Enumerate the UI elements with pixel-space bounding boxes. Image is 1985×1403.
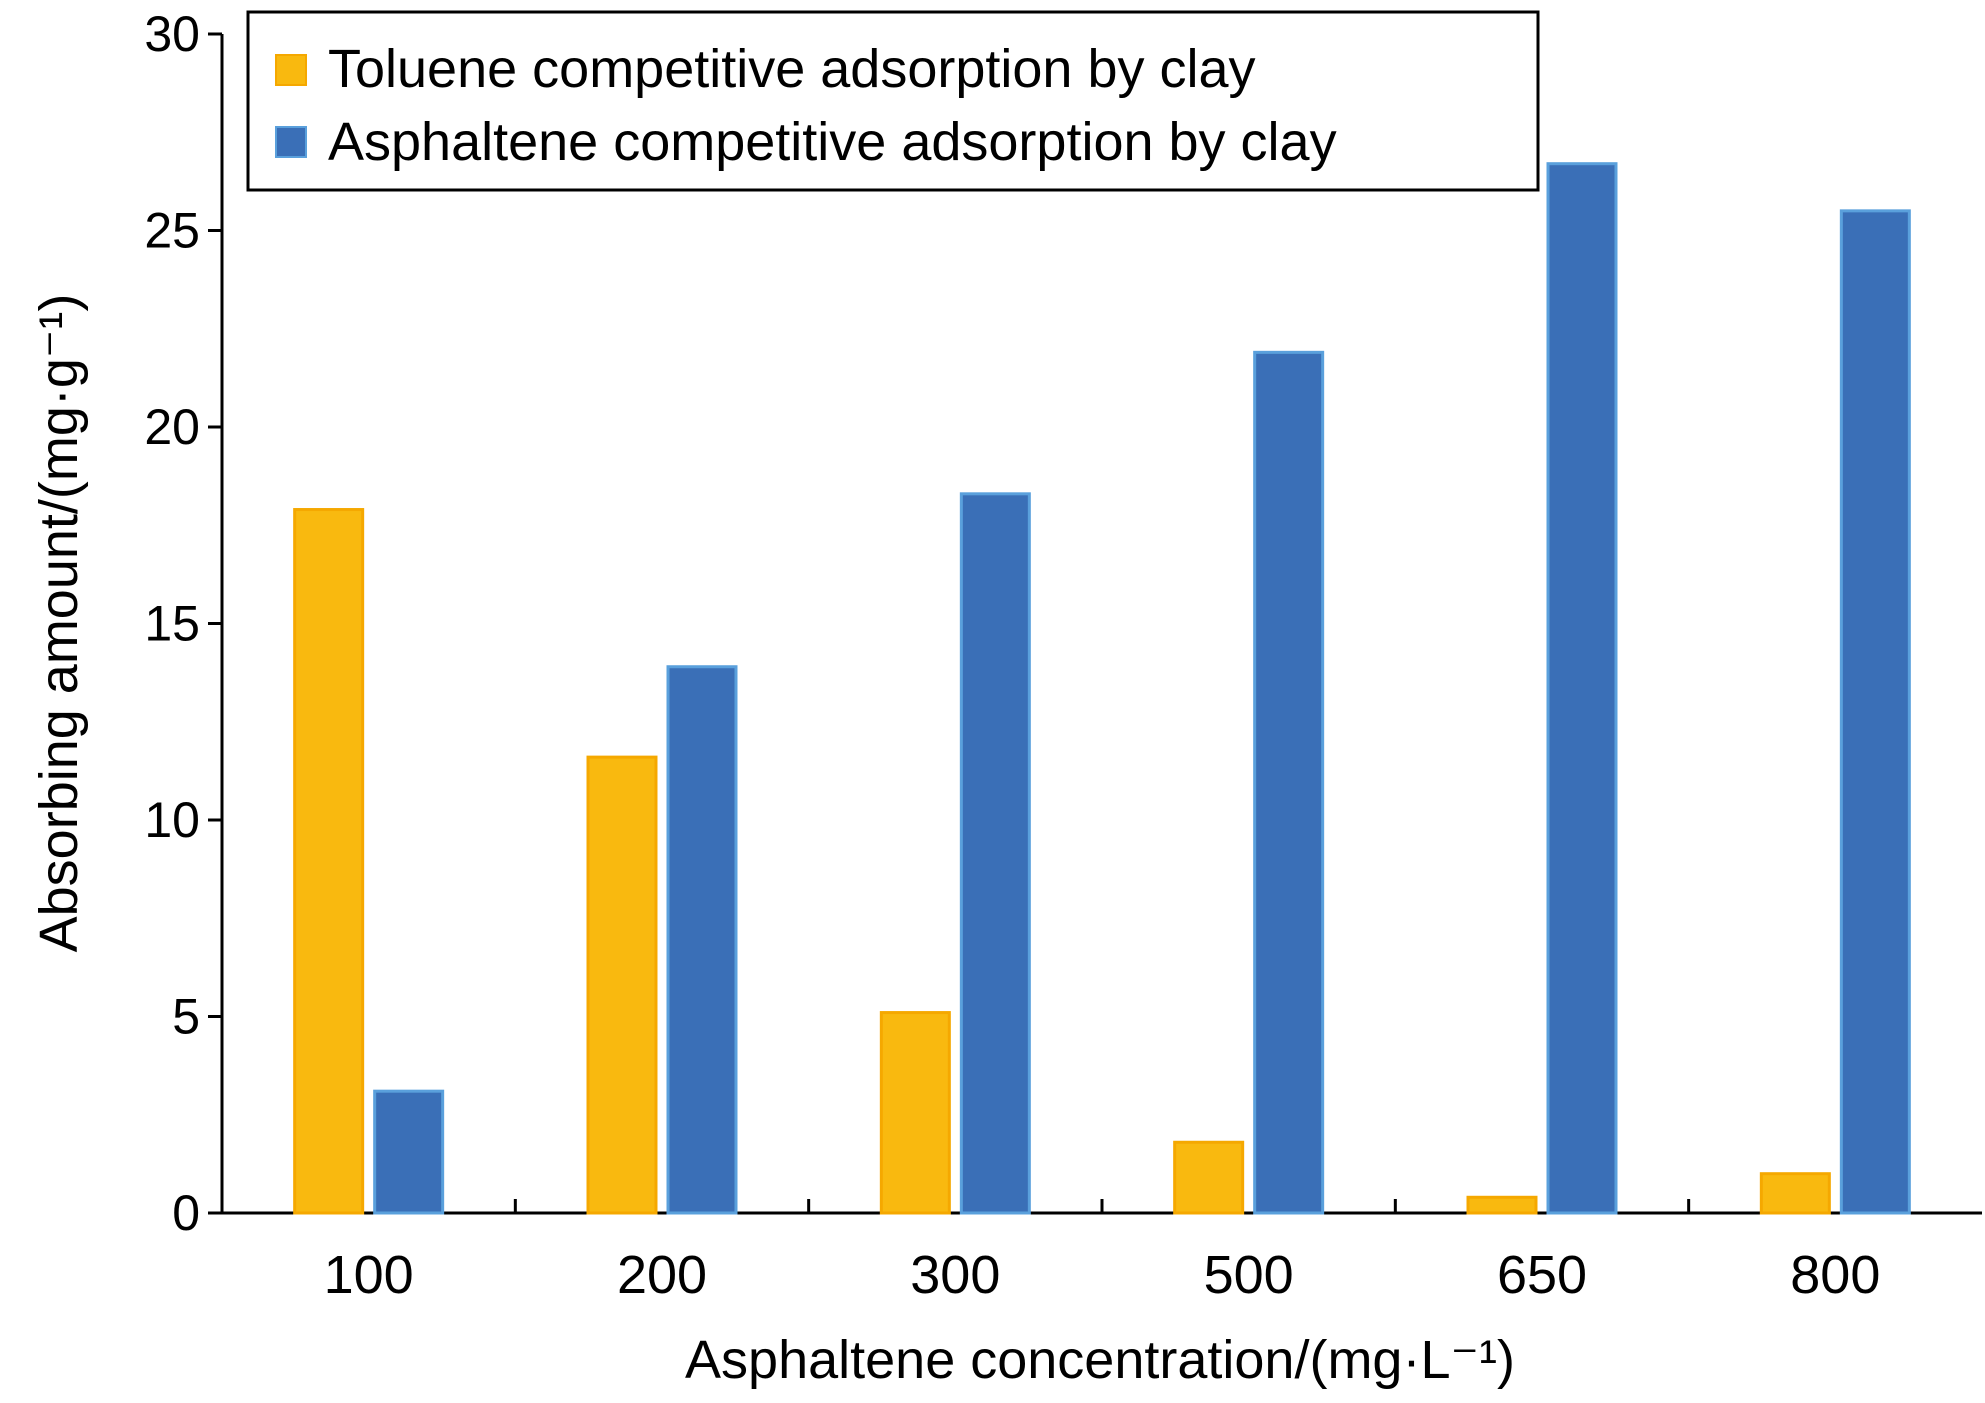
x-tick-label: 100 [324,1245,414,1305]
bar-toluene-200 [586,755,658,1215]
y-axis: 0 5 10 15 20 25 30 [144,6,224,1241]
y-tick-label: 25 [144,203,200,259]
bar-asphaltene-100 [373,1089,445,1215]
bar-toluene-100 [293,508,365,1215]
legend-label-asphaltene: Asphaltene competitive adsorption by cla… [328,112,1337,172]
legend-label-toluene: Toluene competitive adsorption by clay [328,39,1256,99]
y-tick-label: 15 [144,596,200,652]
y-tick-label: 10 [144,792,200,848]
bar-asphaltene-500 [1253,350,1325,1215]
x-tick-label: 300 [910,1245,1000,1305]
bar-toluene-650 [1466,1195,1538,1215]
legend-swatch-toluene [275,54,307,86]
y-tick-label: 5 [172,989,200,1045]
bar-asphaltene-300 [959,492,1031,1215]
bar-asphaltene-800 [1839,209,1911,1215]
x-tick-label: 800 [1790,1245,1880,1305]
x-axis-title: Asphaltene concentration/(mg·L⁻¹) [685,1330,1515,1390]
legend-swatch-asphaltene [275,126,307,158]
x-tick-label: 200 [617,1245,707,1305]
y-tick-label: 0 [172,1185,200,1241]
x-axis: 100 200 300 500 650 800 [222,1199,1982,1305]
bar-asphaltene-200 [666,665,738,1215]
y-axis-title: Absorbing amount/(mg·g⁻¹) [29,294,89,953]
bars [293,162,1911,1215]
x-tick-label: 500 [1204,1245,1294,1305]
legend-box [246,10,1540,192]
x-tick-label: 650 [1497,1245,1587,1305]
bar-toluene-500 [1173,1140,1245,1215]
legend: Toluene competitive adsorption by clay A… [246,10,1540,192]
bar-toluene-800 [1759,1172,1831,1215]
bar-toluene-300 [879,1011,951,1215]
y-tick-label: 30 [144,6,200,62]
bar-asphaltene-650 [1546,162,1618,1215]
y-tick-label: 20 [144,399,200,455]
